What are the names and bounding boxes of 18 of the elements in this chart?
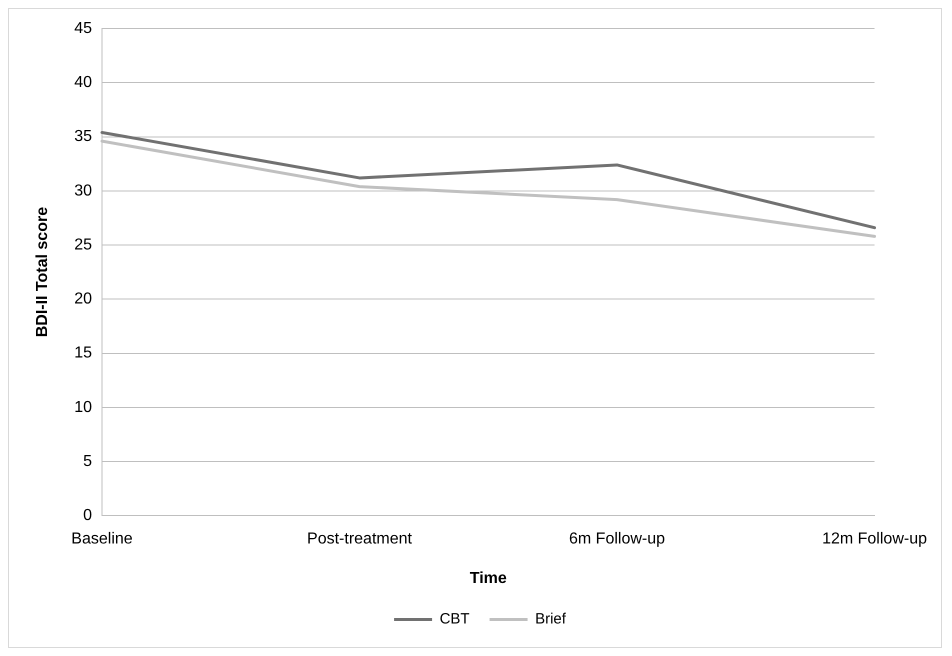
y-tick-label: 40 bbox=[74, 74, 92, 92]
y-tick-label: 15 bbox=[74, 344, 92, 362]
y-tick-label: 35 bbox=[74, 128, 92, 146]
y-tick-label: 30 bbox=[74, 182, 92, 200]
y-tick-label: 20 bbox=[74, 290, 92, 308]
x-axis-title: Time bbox=[470, 570, 507, 587]
y-tick-label: 25 bbox=[74, 236, 92, 254]
y-axis-title: BDI-II Total score bbox=[34, 206, 52, 338]
x-tick-label: 12m Follow-up bbox=[822, 530, 928, 548]
y-tick-label: 10 bbox=[74, 398, 92, 416]
y-tick-label: 5 bbox=[83, 452, 92, 470]
x-tick-label: Baseline bbox=[71, 530, 133, 548]
legend-label: CBT bbox=[440, 610, 470, 628]
legend-label: Brief bbox=[535, 610, 567, 628]
y-tick-label: 0 bbox=[83, 507, 92, 524]
x-tick-label: 6m Follow-up bbox=[569, 530, 666, 548]
x-tick-label: Post-treatment bbox=[307, 530, 413, 548]
y-tick-label: 45 bbox=[74, 20, 92, 38]
